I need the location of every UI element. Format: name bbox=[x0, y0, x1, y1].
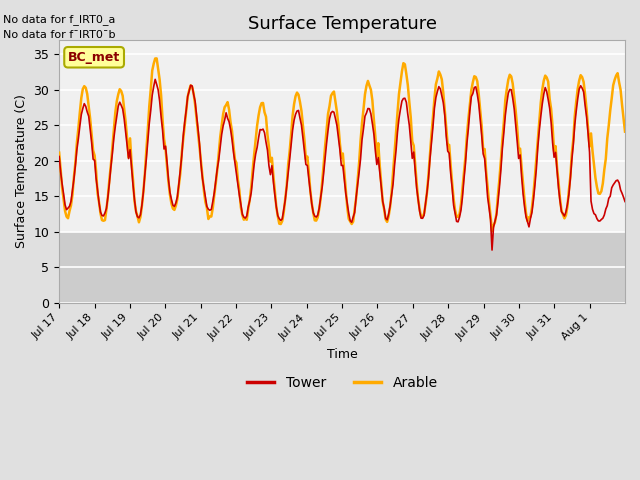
Tower bbox=[460, 176, 468, 182]
Tower bbox=[151, 76, 159, 82]
Arable bbox=[348, 221, 355, 227]
Bar bbox=[59, 232, 625, 303]
Arable bbox=[488, 228, 496, 234]
Arable bbox=[546, 96, 554, 102]
Text: No data for f¯IRT0¯b: No data for f¯IRT0¯b bbox=[3, 30, 116, 40]
Arable bbox=[153, 56, 161, 61]
Arable bbox=[460, 171, 468, 177]
Text: No data for f_IRT0_a: No data for f_IRT0_a bbox=[3, 13, 116, 24]
Text: BC_met: BC_met bbox=[68, 51, 120, 64]
Tower bbox=[621, 199, 629, 204]
Title: Surface Temperature: Surface Temperature bbox=[248, 15, 436, 33]
Tower bbox=[546, 106, 554, 111]
Arable bbox=[92, 168, 100, 174]
Arable bbox=[620, 116, 627, 121]
Line: Arable: Arable bbox=[59, 59, 625, 231]
Legend: Tower, Arable: Tower, Arable bbox=[241, 371, 443, 396]
Tower bbox=[620, 194, 627, 200]
Line: Tower: Tower bbox=[59, 79, 625, 250]
Arable bbox=[55, 150, 63, 156]
Y-axis label: Surface Temperature (C): Surface Temperature (C) bbox=[15, 95, 28, 248]
Tower bbox=[488, 247, 496, 253]
X-axis label: Time: Time bbox=[326, 348, 358, 361]
Tower bbox=[55, 154, 63, 159]
Tower bbox=[74, 136, 82, 142]
Arable bbox=[621, 129, 629, 134]
Tower bbox=[92, 176, 100, 181]
Tower bbox=[348, 219, 355, 225]
Arable bbox=[74, 126, 82, 132]
